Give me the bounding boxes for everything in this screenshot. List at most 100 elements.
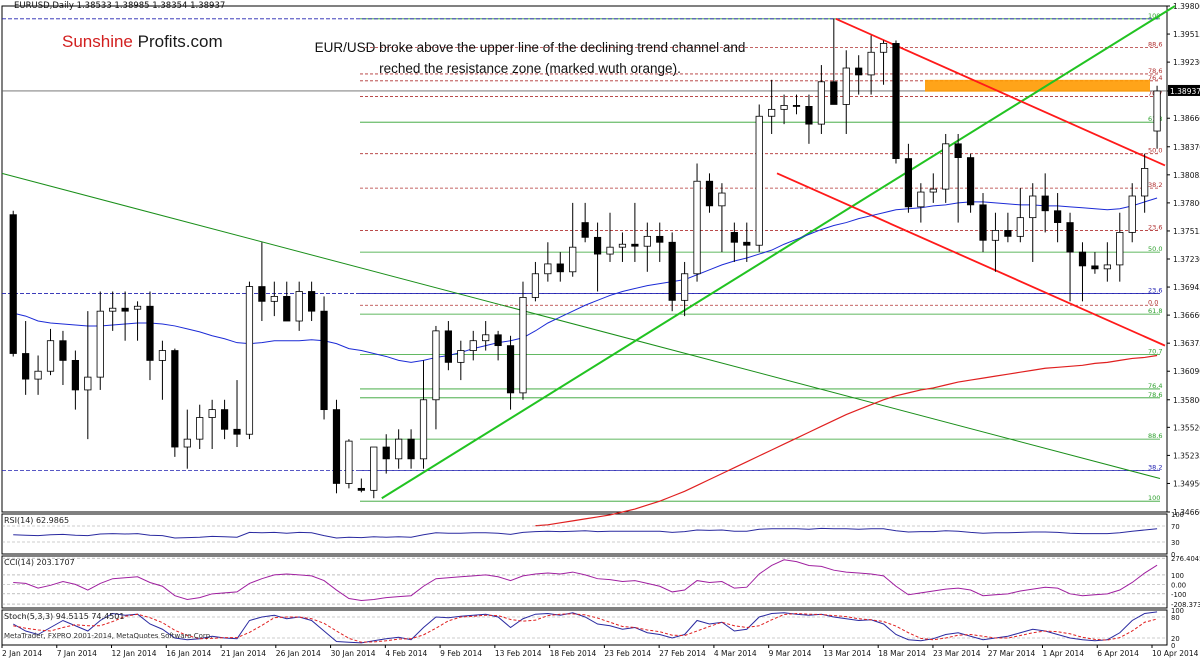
stoch-axis-label: 0	[1171, 642, 1175, 650]
candle-body	[569, 246, 577, 273]
candle-body	[556, 263, 564, 273]
fib-level-label: 70.7	[1148, 347, 1162, 355]
x-axis-label: 12 Jan 2014	[112, 649, 157, 658]
candle-body	[395, 438, 403, 460]
fib-level-label: 88.6	[1148, 432, 1162, 440]
current-price-badge	[1168, 84, 1200, 96]
price-axis-label: 1.35235	[1173, 451, 1200, 460]
candle-body	[208, 409, 216, 418]
candle-body	[1128, 195, 1136, 233]
price-axis-label: 1.39800	[1173, 2, 1200, 11]
candle-body	[681, 273, 689, 301]
x-axis-label: 27 Feb 2014	[659, 649, 706, 658]
candle-body	[842, 67, 850, 105]
long-term-declining-trend-line	[1, 172, 1161, 480]
rsi-axis-label: 30	[1171, 539, 1180, 547]
candle-body	[606, 246, 614, 255]
x-axis-label: 21 Jan 2014	[221, 649, 266, 658]
channel-upper-line	[835, 17, 1166, 167]
candle-body	[96, 310, 104, 378]
candle-body	[1141, 168, 1149, 197]
candle-body	[817, 81, 825, 125]
candle-body	[146, 305, 154, 361]
price-axis-label: 1.36090	[1173, 367, 1200, 376]
candle-body	[332, 409, 341, 484]
fib-level-label: 38.2	[1148, 181, 1162, 189]
candle-body	[1091, 265, 1099, 270]
price-axis-label: 1.37230	[1173, 255, 1200, 264]
x-axis-label: 2 Jan 2014	[2, 649, 42, 658]
candle-body	[295, 291, 303, 322]
current-price-label: 1.38937	[1170, 87, 1200, 96]
candle-body	[494, 334, 502, 347]
candle-body	[867, 51, 875, 76]
candle-body	[59, 340, 67, 361]
candle-body	[581, 222, 589, 238]
x-axis-label: 23 Feb 2014	[604, 649, 651, 658]
candle-body	[904, 158, 913, 208]
price-axis-label: 1.34950	[1173, 479, 1200, 488]
moving-average-short-line	[13, 197, 1158, 363]
rsi-line	[13, 527, 1158, 539]
candle-body	[1016, 217, 1024, 237]
fib-level-label: 38.2	[1148, 464, 1162, 472]
rsi-axis-label: 70	[1171, 523, 1180, 531]
rsi-axis-label: 0	[1171, 551, 1175, 559]
candle-body	[718, 192, 726, 207]
price-axis-label: 1.36660	[1173, 311, 1200, 320]
candle-body	[432, 330, 440, 401]
candle-body	[855, 67, 863, 76]
x-axis-label: 6 Apr 2014	[1097, 649, 1139, 658]
cci-axis-label: 100	[1171, 572, 1184, 580]
moving-average-long-line	[535, 354, 1158, 527]
candle-body	[357, 487, 365, 491]
stoch-axis-label: 20	[1171, 635, 1180, 643]
cci-title: CCI(14) 203.1707	[4, 558, 75, 567]
fib-level-label: 76.4	[1148, 382, 1162, 390]
candle-body	[768, 108, 776, 117]
x-axis-label: 13 Feb 2014	[495, 649, 542, 658]
fib-level-label: 76.4	[1148, 74, 1162, 82]
price-axis-label: 1.35520	[1173, 423, 1200, 432]
price-axis-label: 1.36945	[1173, 283, 1200, 292]
candle-body	[1078, 251, 1087, 267]
candle-body	[544, 263, 552, 275]
stoch-title: Stoch(5,3,3) 94.5115 74.4501	[4, 612, 125, 621]
candle-body	[283, 296, 291, 322]
rsi-title: RSI(14) 62.9865	[4, 516, 70, 525]
x-axis-label: 9 Feb 2014	[440, 649, 482, 658]
price-axis-label: 1.38085	[1173, 171, 1200, 180]
x-axis-label: 16 Jan 2014	[166, 649, 211, 658]
fib-level-label: 0.0	[1148, 298, 1158, 306]
price-axis-label: 1.37800	[1173, 199, 1200, 208]
stoch-panel-frame	[1, 609, 1168, 646]
candle-body	[1054, 210, 1062, 223]
price-axis-label: 1.39515	[1173, 30, 1200, 39]
x-axis-label: 30 Jan 2014	[331, 649, 376, 658]
candle-body	[1066, 222, 1074, 253]
brand-logo: Sunshine Profits.com	[62, 32, 223, 52]
candle-body	[444, 330, 452, 363]
cci-axis-label: 0.00	[1171, 581, 1186, 589]
candle-body	[345, 440, 353, 484]
x-axis-label: 27 Mar 2014	[988, 649, 1036, 658]
cci-panel-frame	[1, 555, 1168, 609]
fib-level-label: 23.6	[1148, 223, 1162, 231]
candle-body	[1029, 195, 1037, 219]
fib-level-label: 78.6	[1148, 391, 1162, 399]
candle-body	[506, 345, 515, 394]
candle-body	[954, 143, 962, 159]
candle-body	[892, 43, 900, 159]
x-axis-label: 9 Mar 2014	[769, 649, 812, 658]
x-axis-label: 18 Feb 2014	[550, 649, 597, 658]
rsi-axis-label: 100	[1171, 511, 1184, 519]
candle-body	[755, 115, 763, 246]
candle-body	[1103, 264, 1111, 270]
fib-level-label: 78.6	[1148, 67, 1162, 75]
candle-body	[121, 307, 129, 312]
candle-body	[519, 296, 527, 394]
candle-body	[780, 105, 788, 110]
x-axis-label: 26 Jan 2014	[276, 649, 321, 658]
price-axis-label: 1.34660	[1173, 508, 1200, 517]
